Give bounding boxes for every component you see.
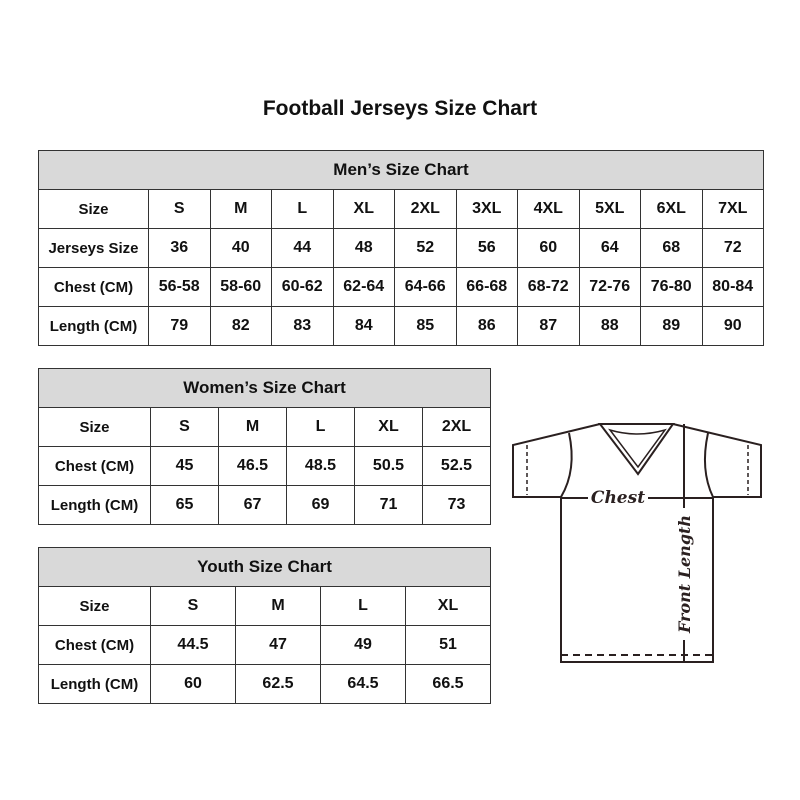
table-cell: 47 — [235, 625, 321, 665]
table-cell: M — [235, 586, 321, 626]
table-cell: 40 — [209, 228, 272, 268]
table-cell: 66-68 — [455, 267, 518, 307]
youth-table-title: Youth Size Chart — [38, 547, 491, 587]
row-label: Chest (CM) — [38, 625, 151, 665]
table-cell: 68-72 — [517, 267, 580, 307]
table-cell: 66.5 — [405, 664, 491, 704]
table-cell: 44.5 — [150, 625, 236, 665]
table-row: Chest (CM) 44.5 47 49 51 — [38, 625, 491, 665]
table-cell: 76-80 — [640, 267, 703, 307]
table-cell: 72-76 — [578, 267, 641, 307]
table-cell: 88 — [578, 306, 641, 346]
table-cell: 80-84 — [701, 267, 764, 307]
table-cell: 62.5 — [235, 664, 321, 704]
table-cell: L — [320, 586, 406, 626]
table-cell: XL — [354, 407, 423, 447]
table-cell: 2XL — [422, 407, 491, 447]
row-label: Size — [38, 586, 151, 626]
mens-size-table: Men’s Size Chart Size S M L XL 2XL 3XL 4XL 5XL 6XL… — [38, 150, 764, 346]
table-row: Length (CM) 79 82 83 84 85 86 87 88 89 90 — [38, 306, 764, 346]
table-cell: M — [218, 407, 287, 447]
table-cell: 86 — [455, 306, 518, 346]
table-cell: 5XL — [578, 189, 641, 229]
table-cell: 85 — [394, 306, 457, 346]
table-cell: 51 — [405, 625, 491, 665]
table-row: Size S M L XL 2XL 3XL 4XL 5XL 6XL 7XL — [38, 189, 764, 229]
front-length-label: Front Length — [675, 515, 694, 634]
page-title: Football Jerseys Size Chart — [262, 97, 538, 120]
table-cell: L — [271, 189, 334, 229]
table-cell: S — [150, 586, 236, 626]
men-table-title: Men’s Size Chart — [38, 150, 764, 190]
table-cell: 48.5 — [286, 446, 355, 486]
table-cell: L — [286, 407, 355, 447]
table-cell: 79 — [148, 306, 211, 346]
table-cell: 60 — [150, 664, 236, 704]
row-label: Size — [38, 189, 149, 229]
table-row: Length (CM) 65 67 69 71 73 — [38, 485, 491, 525]
table-cell: 90 — [701, 306, 764, 346]
table-cell: 67 — [218, 485, 287, 525]
table-cell: 71 — [354, 485, 423, 525]
table-cell: 68 — [640, 228, 703, 268]
table-cell: 82 — [209, 306, 272, 346]
row-label: Jerseys Size — [38, 228, 149, 268]
table-row: Size S M L XL — [38, 586, 491, 626]
table-row: Jerseys Size 36 40 44 48 52 56 60 64 68 72 — [38, 228, 764, 268]
table-cell: 50.5 — [354, 446, 423, 486]
table-cell: 60 — [517, 228, 580, 268]
table-cell: 6XL — [640, 189, 703, 229]
table-cell: 62-64 — [332, 267, 395, 307]
table-row: Chest (CM) 45 46.5 48.5 50.5 52.5 — [38, 446, 491, 486]
table-cell: 84 — [332, 306, 395, 346]
table-cell: 64.5 — [320, 664, 406, 704]
table-cell: 87 — [517, 306, 580, 346]
womens-size-table: Women’s Size Chart Size S M L XL 2XL Chest (CM)… — [38, 368, 491, 525]
table-cell: 73 — [422, 485, 491, 525]
chest-label: Chest — [591, 488, 645, 508]
women-table-title: Women’s Size Chart — [38, 368, 491, 408]
youth-size-table: Youth Size Chart Size S M L XL Chest (CM) 44.5 4… — [38, 547, 491, 704]
row-label: Size — [38, 407, 151, 447]
table-cell: 45 — [150, 446, 219, 486]
table-row: Size S M L XL 2XL — [38, 407, 491, 447]
table-cell: 48 — [332, 228, 395, 268]
table-cell: 36 — [148, 228, 211, 268]
table-cell: 7XL — [701, 189, 764, 229]
row-label: Chest (CM) — [38, 446, 151, 486]
table-cell: 52.5 — [422, 446, 491, 486]
table-cell: 56-58 — [148, 267, 211, 307]
table-cell: 69 — [286, 485, 355, 525]
table-cell: 49 — [320, 625, 406, 665]
table-cell: XL — [332, 189, 395, 229]
table-cell: 65 — [150, 485, 219, 525]
table-cell: 60-62 — [271, 267, 334, 307]
row-label: Length (CM) — [38, 306, 149, 346]
table-row: Length (CM) 60 62.5 64.5 66.5 — [38, 664, 491, 704]
table-cell: 44 — [271, 228, 334, 268]
row-label: Length (CM) — [38, 485, 151, 525]
